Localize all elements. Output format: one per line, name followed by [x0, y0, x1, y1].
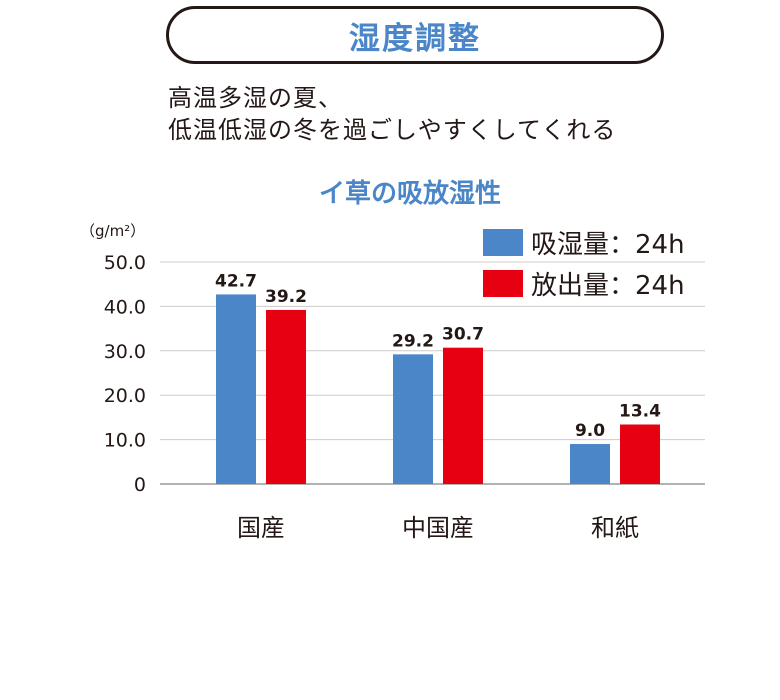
y-tick-label: 50.0	[104, 252, 146, 274]
description: 高温多湿の夏、 低温低湿の冬を過ごしやすくしてくれる	[168, 82, 616, 146]
bar-absorb	[216, 294, 256, 484]
y-tick-label: 30.0	[104, 341, 146, 363]
description-line-1: 高温多湿の夏、	[168, 84, 343, 112]
legend-swatch-release	[483, 270, 523, 297]
data-label: 29.2	[392, 331, 434, 351]
title-badge: 湿度調整	[166, 6, 664, 64]
y-tick-label: 20.0	[104, 385, 146, 407]
chart-title: イ草の吸放湿性	[319, 178, 501, 209]
bar-absorb	[393, 354, 433, 484]
legend-label-absorb: 吸湿量：24h	[531, 230, 685, 260]
badge-text: 湿度調整	[349, 20, 481, 57]
data-label: 13.4	[619, 402, 661, 422]
data-label: 9.0	[575, 421, 605, 441]
y-tick-label: 40.0	[104, 296, 146, 318]
data-label: 39.2	[265, 287, 307, 307]
data-label: 42.7	[215, 271, 257, 291]
bar-release	[443, 347, 483, 484]
bar-absorb	[570, 444, 610, 484]
bar-release	[620, 424, 660, 484]
data-label: 30.7	[442, 325, 484, 345]
legend-swatch-absorb	[483, 229, 523, 256]
description-line-2: 低温低湿の冬を過ごしやすくしてくれる	[168, 116, 617, 144]
category-label: 和紙	[591, 514, 639, 542]
category-label: 国産	[237, 514, 285, 542]
y-tick-label: 0	[134, 474, 146, 496]
y-tick-label: 10.0	[104, 430, 146, 452]
legend-label-release: 放出量：24h	[531, 271, 685, 301]
category-label: 中国産	[402, 514, 474, 542]
bar-release	[266, 309, 306, 484]
y-unit-label: （g/m²）	[80, 222, 145, 240]
